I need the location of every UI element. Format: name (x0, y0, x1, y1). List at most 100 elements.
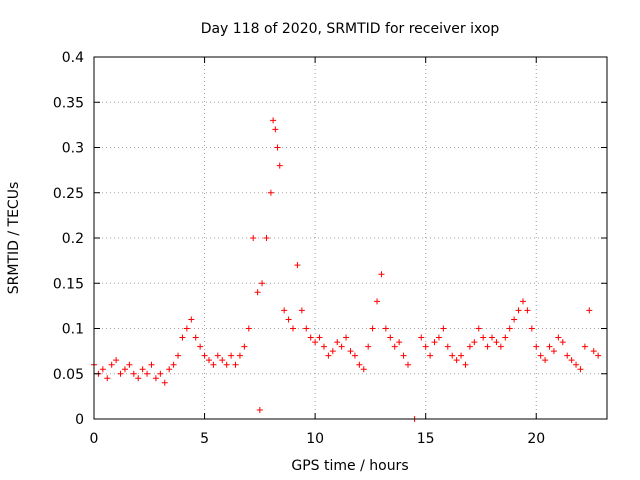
data-point (422, 343, 429, 350)
y-axis-label: SRMTID / TECUs (6, 182, 22, 295)
data-point (263, 235, 270, 241)
data-point (270, 117, 277, 124)
data-point (462, 361, 469, 368)
data-point (121, 366, 128, 373)
data-point (170, 361, 177, 368)
data-point (210, 361, 217, 368)
data-point (595, 352, 602, 359)
y-tick-label: 0.15 (53, 276, 84, 292)
data-point (506, 325, 513, 332)
data-point (205, 357, 212, 364)
data-point (365, 343, 372, 350)
data-point (347, 348, 354, 355)
data-point (236, 352, 243, 359)
data-point (316, 334, 323, 341)
data-point (559, 339, 566, 346)
data-point (360, 366, 367, 373)
data-point (267, 189, 274, 196)
data-point (161, 379, 168, 386)
data-point (307, 334, 314, 341)
x-tick-label: 15 (417, 431, 435, 447)
x-tick-label: 20 (527, 431, 545, 447)
data-point (391, 343, 398, 350)
data-point (356, 361, 363, 368)
data-point (480, 334, 487, 341)
data-point (418, 334, 425, 341)
y-axis: 0 0.05 0.1 0.15 0.2 0.25 0.3 0.35 0.4 (53, 50, 607, 428)
data-point (320, 343, 327, 350)
data-point (254, 289, 261, 296)
data-point (475, 325, 482, 332)
data-point (298, 307, 305, 314)
chart-title: Day 118 of 2020, SRMTID for receiver ixo… (201, 21, 500, 37)
x-axis: 0 5 10 15 20 (90, 57, 545, 447)
data-point (471, 339, 478, 346)
data-point (183, 325, 190, 332)
data-point (99, 366, 106, 373)
y-tick-label: 0.25 (53, 186, 84, 202)
data-point (130, 370, 137, 377)
data-point (431, 339, 438, 346)
y-tick-label: 0.1 (62, 322, 84, 338)
data-point (435, 334, 442, 341)
data-point (179, 334, 186, 341)
data-point (511, 316, 518, 323)
data-point (449, 352, 456, 359)
data-point (272, 126, 279, 133)
data-point (334, 339, 341, 346)
data-point (400, 352, 407, 359)
data-point (404, 361, 411, 368)
data-point (188, 316, 195, 323)
y-tick-label: 0.05 (53, 367, 84, 383)
data-point (256, 406, 263, 413)
data-point (550, 348, 557, 355)
data-point (387, 334, 394, 341)
data-point (528, 325, 535, 332)
data-point (444, 343, 451, 350)
data-point (524, 307, 531, 314)
x-tick-label: 10 (306, 431, 324, 447)
grid (94, 57, 607, 419)
data-point (515, 307, 522, 314)
data-point (493, 339, 500, 346)
data-point (573, 361, 580, 368)
y-tick-label: 0.35 (53, 95, 84, 111)
data-point (223, 361, 230, 368)
data-point (374, 298, 381, 305)
data-point (396, 339, 403, 346)
data-point (577, 366, 584, 373)
data-point (466, 343, 473, 350)
data-point (338, 343, 345, 350)
data-point (152, 375, 159, 382)
data-point (232, 361, 239, 368)
data-point (259, 280, 266, 287)
data-point (502, 334, 509, 341)
data-point (458, 352, 465, 359)
data-point (453, 357, 460, 364)
y-tick-label: 0.3 (62, 141, 84, 157)
data-point (104, 375, 111, 382)
data-point (197, 343, 204, 350)
data-point (586, 307, 593, 314)
data-point (192, 334, 199, 341)
data-point (581, 343, 588, 350)
data-point (537, 352, 544, 359)
data-points (91, 117, 602, 422)
data-point (542, 357, 549, 364)
data-point (139, 366, 146, 373)
x-tick-label: 5 (200, 431, 209, 447)
data-point (325, 352, 332, 359)
data-point (382, 325, 389, 332)
data-point (276, 162, 283, 169)
data-point (108, 361, 115, 368)
data-point (219, 357, 226, 364)
data-point (546, 343, 553, 350)
data-point (250, 235, 257, 241)
data-point (489, 334, 496, 341)
data-point (201, 352, 208, 359)
data-point (378, 271, 385, 278)
data-point (590, 348, 597, 355)
data-point (329, 348, 336, 355)
data-point (135, 375, 142, 382)
